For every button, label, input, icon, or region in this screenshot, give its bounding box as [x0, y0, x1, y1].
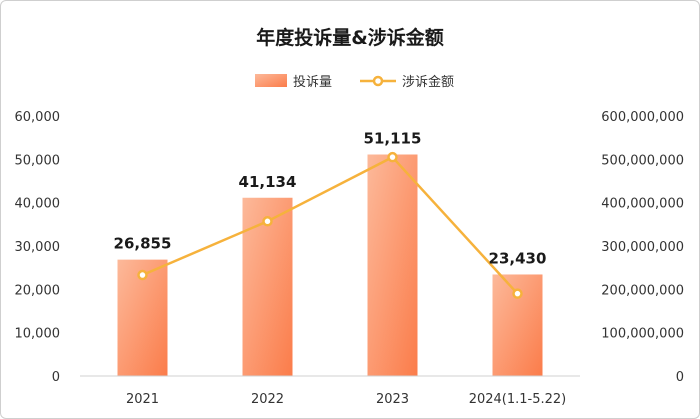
right-tick-label: 500,000,000 — [601, 153, 684, 168]
right-tick-label: 0 — [676, 370, 684, 385]
left-tick-label: 40,000 — [15, 197, 61, 212]
line-point — [262, 216, 273, 227]
chart-title: 年度投诉量&涉诉金额 — [256, 26, 444, 49]
left-tick-label: 50,000 — [15, 153, 61, 168]
left-tick-label: 20,000 — [15, 283, 61, 298]
x-tick-label: 2021 — [126, 392, 159, 407]
right-tick-label: 100,000,000 — [601, 327, 684, 342]
left-tick-label: 60,000 — [15, 110, 61, 125]
right-tick-label: 200,000,000 — [601, 283, 684, 298]
right-axis-ticks: 0 100,000,000 200,000,000 300,000,000 400,00… — [601, 110, 684, 385]
legend-bar-label: 投诉量 — [293, 74, 332, 90]
x-tick-label: 2024(1.1-5.22) — [469, 392, 567, 407]
bar — [367, 154, 418, 376]
bar-value-label: 41,134 — [239, 173, 297, 191]
right-tick-label: 300,000,000 — [601, 240, 684, 255]
left-tick-label: 30,000 — [15, 240, 61, 255]
left-axis-ticks: 0 10,000 20,000 30,000 40,000 50,000 60,000 — [15, 110, 61, 385]
legend: 投诉量 涉诉金额 — [255, 74, 454, 90]
bar-value-label: 23,430 — [489, 249, 547, 267]
right-tick-label: 400,000,000 — [601, 197, 684, 212]
bar-value-label: 51,115 — [364, 130, 422, 148]
line-point — [387, 151, 398, 163]
legend-line-label: 涉诉金额 — [402, 74, 454, 90]
line-point — [512, 288, 523, 299]
x-tick-label: 2023 — [376, 392, 409, 407]
left-tick-label: 0 — [52, 370, 60, 385]
left-tick-label: 10,000 — [15, 327, 61, 342]
bars — [117, 154, 543, 376]
bar-value-label: 26,855 — [114, 235, 172, 253]
bar-value-labels: 26,855 41,134 51,115 23,430 — [114, 130, 547, 268]
x-axis-ticks: 2021 2022 2023 2024(1.1-5.22) — [126, 392, 566, 407]
line-series — [137, 151, 523, 299]
right-tick-label: 600,000,000 — [601, 110, 684, 125]
legend-line-marker — [372, 75, 384, 87]
legend-bar-swatch — [255, 74, 287, 87]
line-point — [137, 269, 148, 281]
x-tick-label: 2022 — [251, 392, 284, 407]
series-line — [142, 155, 519, 295]
